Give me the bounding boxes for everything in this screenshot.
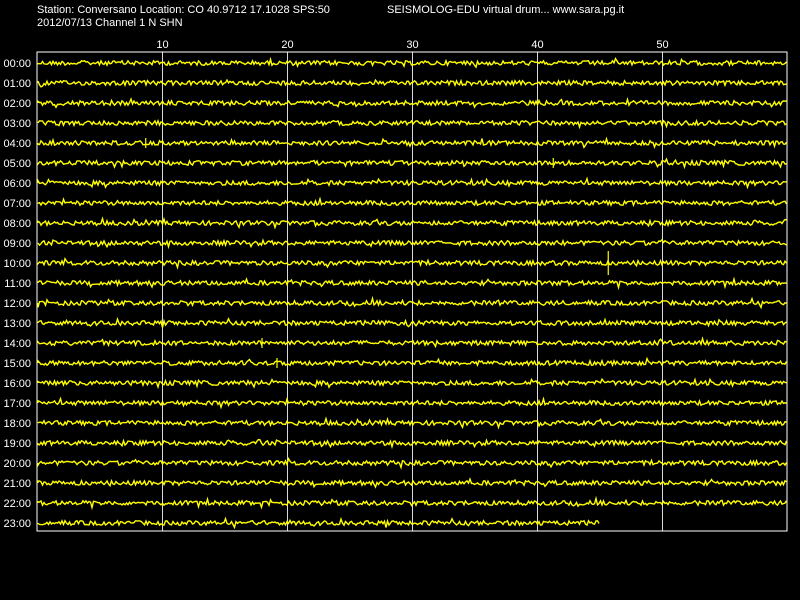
row-label: 01:00 <box>3 78 31 90</box>
software-info: SEISMOLOG-EDU virtual drum... www.sara.p… <box>387 4 625 16</box>
trace-0100 <box>37 78 787 88</box>
row-label: 02:00 <box>3 98 31 110</box>
row-label: 23:00 <box>3 518 31 530</box>
row-label: 13:00 <box>3 318 31 330</box>
trace-1500 <box>37 356 788 368</box>
row-label: 05:00 <box>3 158 31 170</box>
trace-2000 <box>37 456 788 470</box>
trace-1300 <box>37 316 787 328</box>
trace-0000 <box>37 56 787 69</box>
row-label: 19:00 <box>3 438 31 450</box>
trace-1600 <box>37 377 787 390</box>
trace-1100 <box>37 276 787 291</box>
row-label: 11:00 <box>4 278 31 290</box>
trace-2200 <box>37 495 788 511</box>
date-channel-info: 2012/07/13 Channel 1 N SHN <box>37 17 183 29</box>
row-label: 06:00 <box>3 178 31 190</box>
row-label: 22:00 <box>3 498 31 510</box>
row-label: 14:00 <box>3 338 31 350</box>
row-label: 03:00 <box>3 118 31 130</box>
trace-0600 <box>37 176 787 190</box>
row-label: 04:00 <box>3 138 31 150</box>
row-label: 07:00 <box>3 198 31 210</box>
row-label: 15:00 <box>3 358 31 370</box>
trace-0200 <box>37 96 787 109</box>
trace-1200 <box>37 295 787 310</box>
x-tick-label: 40 <box>531 39 543 51</box>
x-tick-label: 30 <box>406 39 418 51</box>
trace-2100 <box>37 477 787 489</box>
row-label: 00:00 <box>3 58 31 70</box>
row-label: 12:00 <box>3 298 31 310</box>
row-label: 20:00 <box>3 458 31 470</box>
row-label: 08:00 <box>3 218 31 230</box>
x-tick-label: 20 <box>281 39 293 51</box>
x-tick-label: 10 <box>156 39 168 51</box>
trace-1900 <box>37 438 788 450</box>
row-label: 17:00 <box>3 398 31 410</box>
trace-0900 <box>37 238 787 250</box>
row-label: 18:00 <box>3 418 31 430</box>
trace-0800 <box>37 216 787 230</box>
trace-0500 <box>37 157 787 170</box>
row-label: 10:00 <box>3 258 31 270</box>
trace-1700 <box>37 396 787 410</box>
row-label: 16:00 <box>3 378 31 390</box>
trace-1400 <box>37 336 787 349</box>
trace-0400 <box>37 136 788 150</box>
trace-0300 <box>37 118 787 130</box>
station-info: Station: Conversano Location: CO 40.9712… <box>37 4 330 16</box>
trace-1800 <box>37 416 787 430</box>
row-label: 21:00 <box>3 478 31 490</box>
x-tick-label: 50 <box>656 39 668 51</box>
trace-2300 <box>37 516 600 530</box>
trace-1000 <box>37 256 788 270</box>
row-label: 09:00 <box>3 238 31 250</box>
trace-0700 <box>37 196 788 208</box>
